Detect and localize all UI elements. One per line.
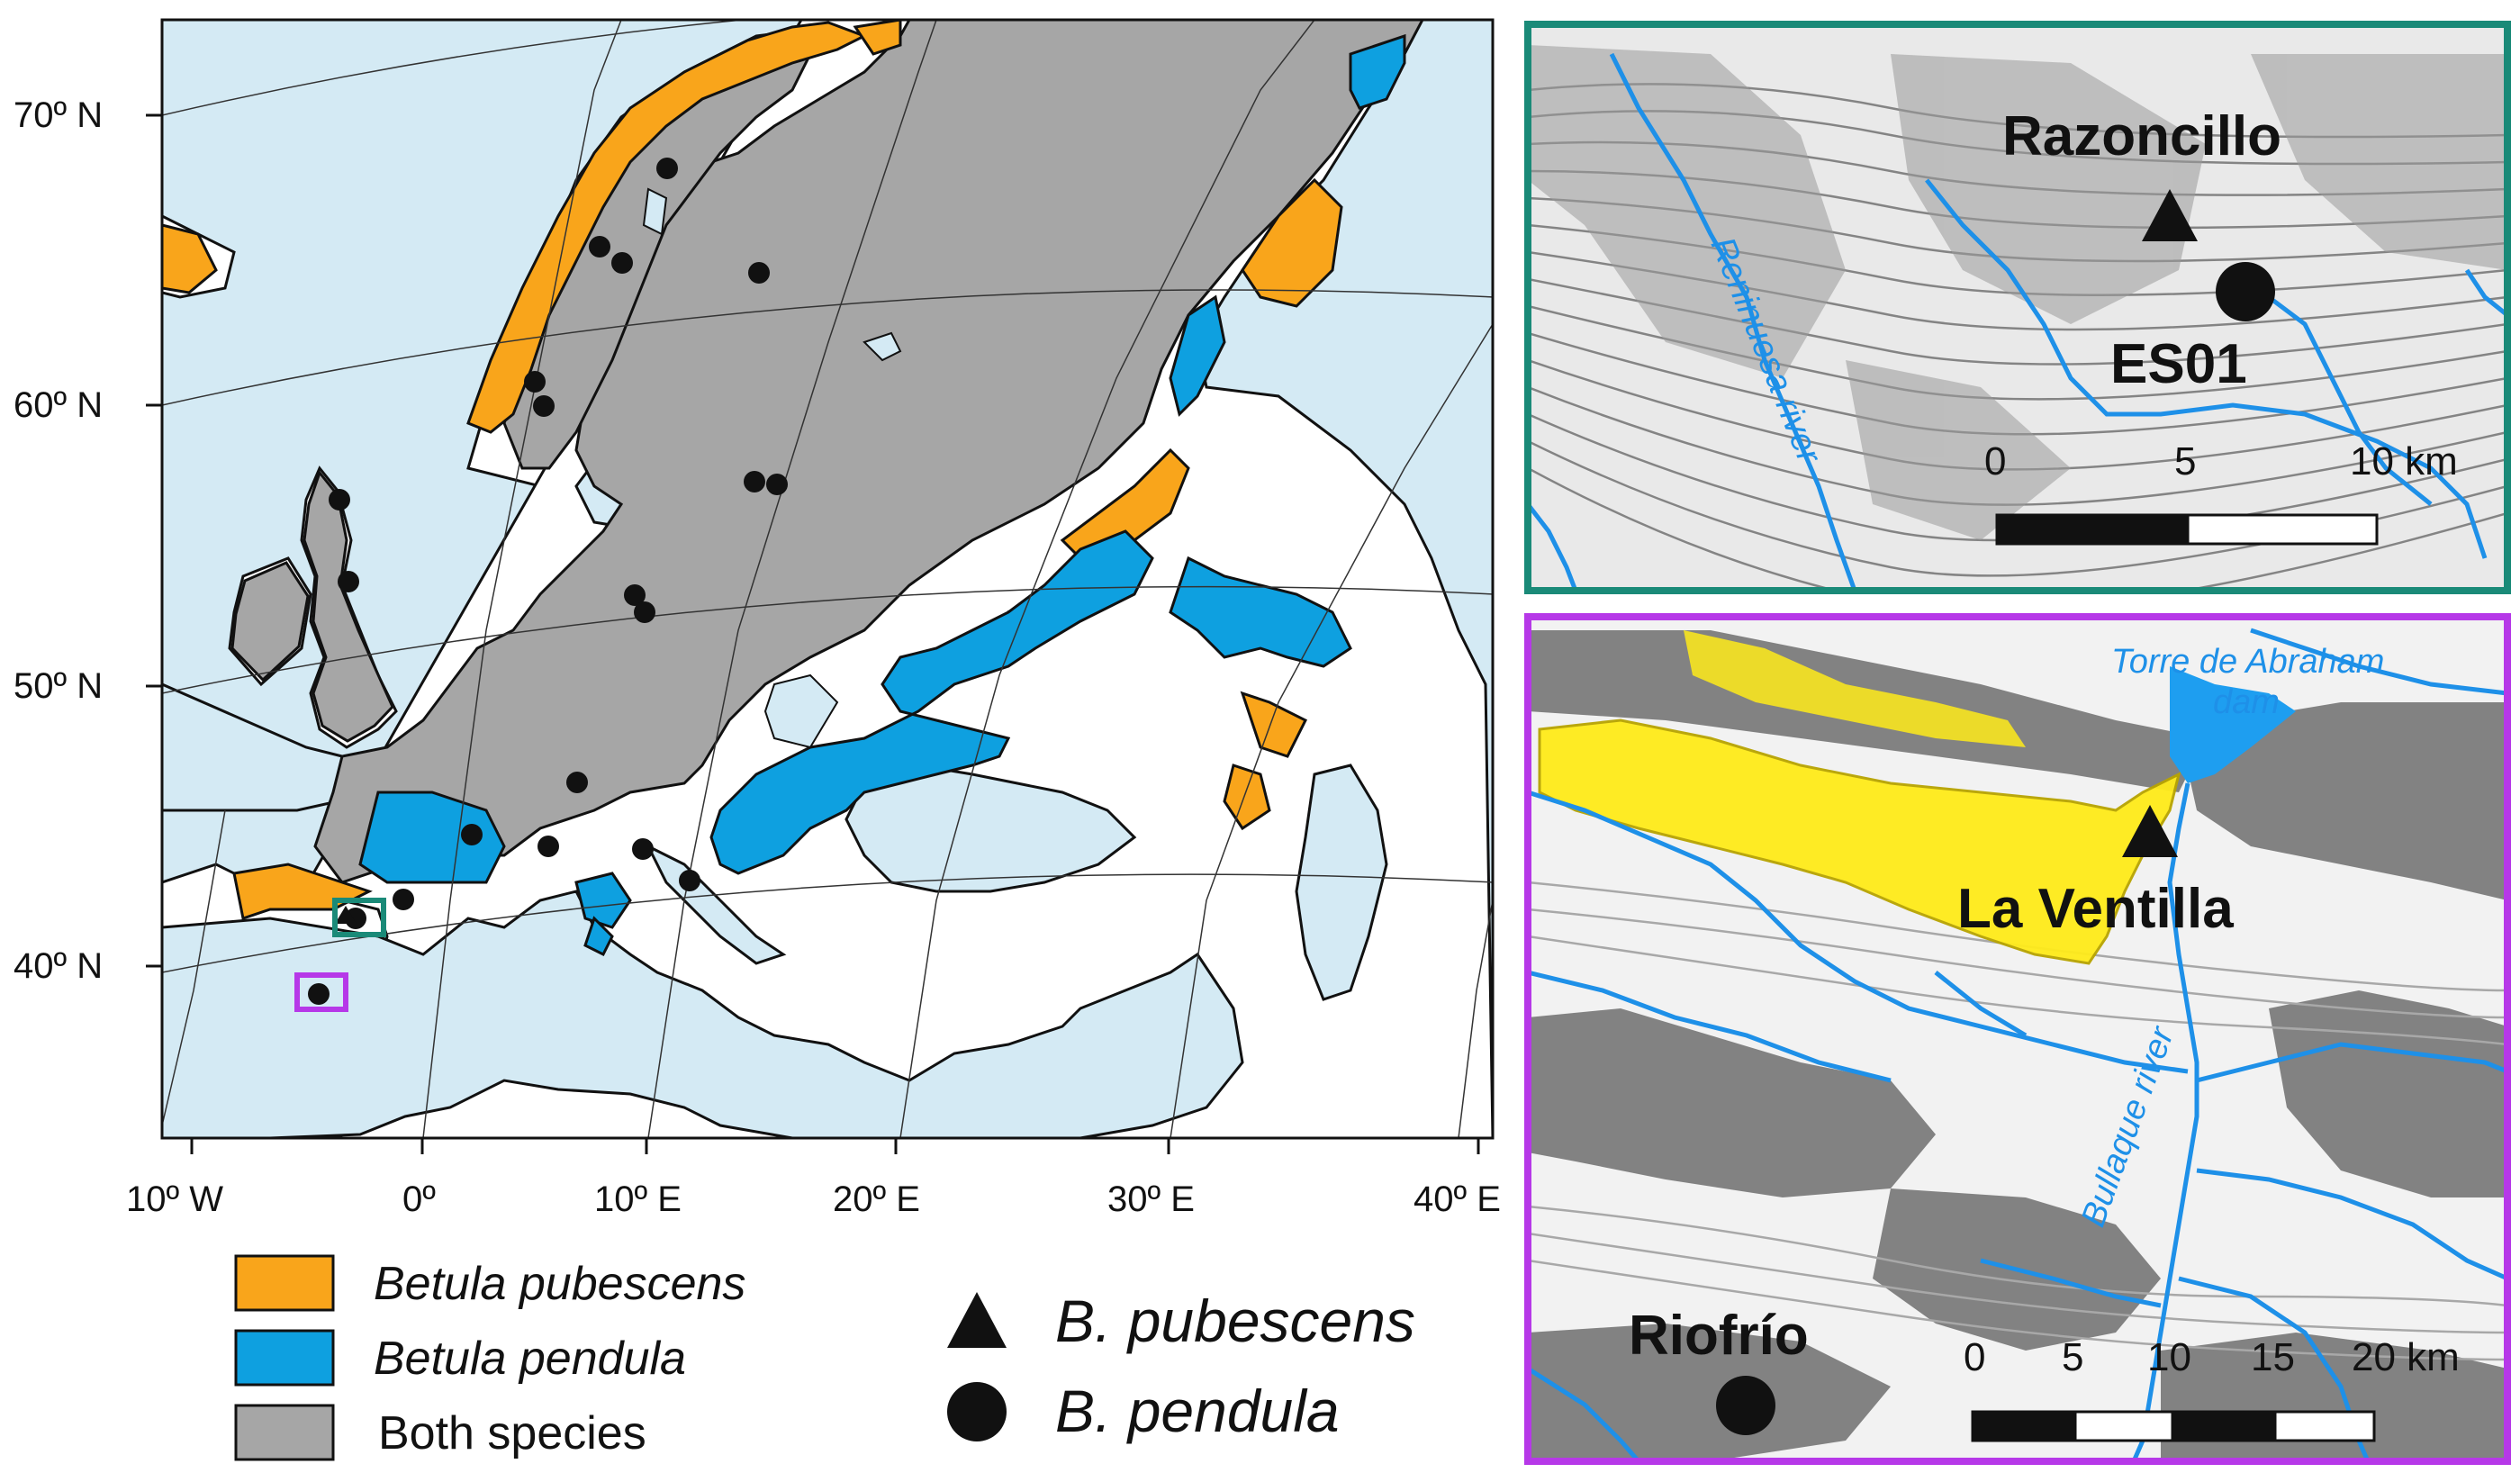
legend-swatch-pendula — [234, 1329, 335, 1387]
legend-label-pendula: Betula pendula — [374, 1333, 686, 1385]
site-circle — [748, 262, 770, 284]
site-circle — [656, 158, 678, 179]
lon-label-0: 0º — [402, 1179, 436, 1219]
site-circle — [537, 836, 559, 857]
scale-north-10: 10 km — [2350, 439, 2458, 483]
lat-label-40: 40º N — [14, 946, 103, 986]
site-label-es01: ES01 — [2110, 333, 2247, 395]
site-circle — [524, 371, 546, 393]
site-circle — [611, 252, 633, 274]
scale-south-5: 5 — [2062, 1335, 2083, 1379]
scale-north-5: 5 — [2174, 439, 2196, 483]
north-inset-locator — [332, 898, 386, 937]
lon-label-40e: 40º E — [1414, 1179, 1501, 1219]
site-circle — [461, 824, 483, 845]
site-circle — [766, 474, 788, 495]
ridge-shading — [1528, 45, 2507, 540]
legend: Betula pubescens Betula pendula Both spe… — [234, 1254, 1415, 1461]
legend-triangle-symbol — [947, 1292, 1007, 1348]
site-circle — [308, 983, 330, 1005]
scale-north-0: 0 — [1984, 439, 2006, 483]
range-both-ireland — [230, 561, 310, 682]
site-circle — [589, 236, 610, 258]
site-circle — [624, 584, 646, 606]
legend-circle-symbol — [947, 1382, 1007, 1441]
range-both-britain — [303, 469, 394, 743]
dam-label-line2: dam — [2213, 683, 2280, 721]
range-betula-pendula — [358, 33, 1406, 957]
legend-label-pubescens: Betula pubescens — [374, 1258, 745, 1310]
site-circle — [338, 571, 359, 592]
site-circle — [632, 838, 654, 860]
sample-sites — [308, 158, 788, 1005]
rivers-south — [1528, 628, 2507, 1461]
map-frame — [160, 18, 1495, 1140]
south-inset-locator — [294, 972, 348, 1012]
lon-ticks — [190, 1138, 1480, 1154]
legend-swatch-both — [234, 1404, 335, 1461]
scale-bar-north — [1995, 513, 2379, 546]
lon-label-30e: 30º E — [1107, 1179, 1195, 1219]
scale-south-10: 10 — [2147, 1335, 2191, 1379]
rivers — [1528, 52, 2507, 591]
scale-bar-south — [1971, 1410, 2376, 1442]
site-label-la-ventilla: La Ventilla — [1957, 878, 2234, 940]
la-ventilla-triangle — [2122, 805, 2178, 857]
inset-north: Reninuesa river Razoncillo ES01 0 5 10 k… — [1524, 21, 2511, 594]
lat-label-70: 70º N — [14, 95, 103, 135]
site-circle — [566, 772, 588, 793]
graticule — [162, 20, 1493, 1138]
lon-label-10w: 10º W — [126, 1179, 223, 1219]
site-circle — [634, 601, 655, 623]
inset-south: Bullaque river Torre de Abraham dam La V… — [1524, 613, 2511, 1465]
lakes — [642, 187, 902, 749]
legend-label-both: Both species — [378, 1407, 646, 1459]
europe-map: 70º N 60º N 50º N 40º N 10º W 0º 10º E 2… — [14, 18, 1501, 1219]
lon-label-10e: 10º E — [594, 1179, 682, 1219]
inset-south-frame — [1524, 613, 2511, 1465]
site-label-razoncillo: Razoncillo — [2002, 105, 2281, 167]
legend-label-b-pendula: B. pendula — [1055, 1378, 1340, 1444]
lat-ticks — [146, 113, 162, 968]
site-label-riofrio: Riofrío — [1629, 1305, 1809, 1367]
site-circle — [329, 489, 350, 511]
site-circle — [393, 889, 414, 910]
inset-north-frame — [1524, 21, 2511, 594]
scale-south-0: 0 — [1964, 1335, 1985, 1379]
site-triangle — [335, 906, 357, 924]
lon-label-20e: 20º E — [833, 1179, 920, 1219]
scale-south-20: 20 km — [2352, 1335, 2460, 1379]
site-circle — [679, 870, 700, 891]
la-ventilla-highlands — [1684, 630, 2026, 747]
lat-label-60: 60º N — [14, 385, 103, 425]
razoncillo-triangle — [2142, 189, 2198, 241]
legend-swatch-pubescens — [234, 1254, 335, 1312]
lat-label-50: 50º N — [14, 666, 103, 706]
legend-label-b-pubescens: B. pubescens — [1055, 1288, 1415, 1354]
dam-reservoir — [2170, 666, 2296, 783]
riofrio-circle — [1716, 1376, 1775, 1435]
scale-south-15: 15 — [2251, 1335, 2295, 1379]
es01-circle — [2216, 262, 2275, 321]
site-circle — [744, 471, 765, 492]
dam-label-line1: Torre de Abraham — [2111, 643, 2384, 681]
la-ventilla-area — [1538, 718, 2181, 965]
site-circle — [533, 395, 555, 417]
